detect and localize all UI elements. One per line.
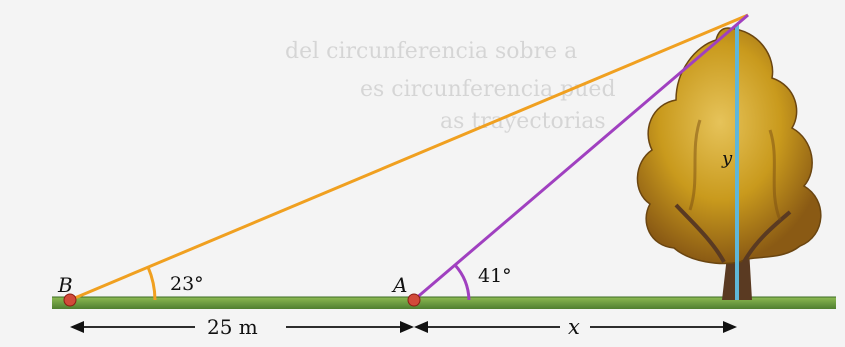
point-label-a: A xyxy=(391,273,407,297)
angle-label-b: 23° xyxy=(170,273,204,295)
dimension-ba-arrow-left xyxy=(70,321,84,333)
dimension-ba-arrow-right xyxy=(400,321,414,333)
ground xyxy=(52,297,836,309)
tree-shade xyxy=(688,119,702,211)
dimension-a-tree: x xyxy=(414,315,737,339)
dimension-x-arrow-left xyxy=(414,321,428,333)
tree-branch-right xyxy=(742,210,792,263)
tree-shade-2 xyxy=(768,129,782,221)
background-text-line-3: as trayectorias xyxy=(440,109,606,134)
point-a xyxy=(407,293,421,307)
background-text-line-1: del circunferencia sobre a xyxy=(285,39,577,64)
sight-line-from-a xyxy=(413,13,749,302)
sight-line-from-b xyxy=(69,13,749,302)
angle-arc-a xyxy=(453,263,471,301)
tree-foliage xyxy=(636,27,822,265)
dimension-label-x: x xyxy=(568,315,580,339)
background-text: del circunferencia sobre a es circunfere… xyxy=(285,39,616,134)
angle-arc-b xyxy=(146,266,157,301)
point-label-b: B xyxy=(57,273,73,297)
background-text-line-2: es circunferencia pued xyxy=(360,77,616,102)
dimension-label-25m: 25 m xyxy=(207,315,258,339)
height-label-y: y xyxy=(721,148,733,169)
point-b xyxy=(63,293,77,307)
dimension-x-arrow-right xyxy=(723,321,737,333)
tree-branch-left xyxy=(674,203,726,263)
dimension-ba: 25 m xyxy=(70,315,414,339)
angle-label-a: 41° xyxy=(478,265,512,287)
